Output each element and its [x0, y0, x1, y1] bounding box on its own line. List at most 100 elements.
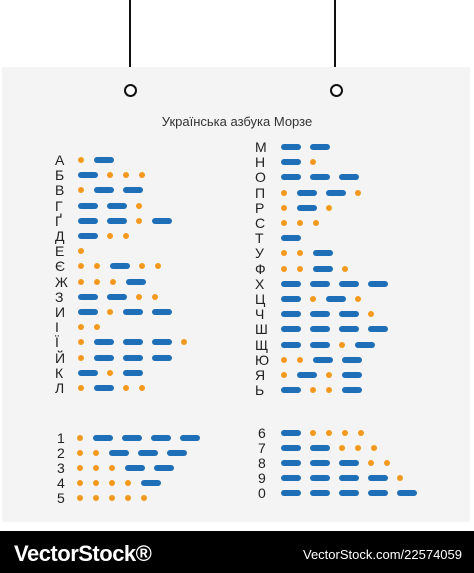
morse-dash [107, 293, 127, 300]
morse-dot [78, 278, 84, 285]
morse-dash [107, 217, 127, 224]
morse-dash [123, 354, 143, 361]
morse-dot [371, 445, 377, 451]
morse-char: 6 [258, 425, 266, 441]
morse-dot [123, 172, 129, 179]
morse-dash [141, 480, 161, 486]
morse-char: П [255, 184, 266, 201]
morse-dot [297, 265, 303, 272]
morse-dash [368, 475, 388, 481]
morse-dash [397, 490, 417, 496]
morse-dash [339, 475, 359, 481]
morse-char: Ч [255, 306, 265, 323]
morse-dash [281, 159, 301, 166]
morse-dash [78, 202, 98, 209]
left-hanger-ring [124, 84, 137, 97]
morse-dot [93, 465, 99, 471]
morse-dot [125, 480, 131, 486]
morse-char: И [55, 304, 66, 320]
morse-char: Б [55, 167, 65, 184]
morse-dash [368, 490, 388, 496]
morse-dash [180, 435, 200, 441]
morse-dot [355, 189, 361, 196]
morse-dash [78, 217, 98, 224]
poster-board [2, 67, 470, 522]
right-hanger-ring [330, 84, 343, 97]
morse-dash [281, 326, 301, 333]
morse-char: 0 [258, 485, 266, 501]
morse-char: Я [255, 367, 266, 383]
morse-dot [78, 385, 84, 391]
morse-dot [109, 465, 115, 471]
morse-dash [78, 369, 98, 376]
morse-char: Ф [255, 260, 266, 277]
left-hanger-string [129, 0, 131, 85]
morse-dash [342, 356, 362, 363]
morse-dash [342, 387, 362, 394]
morse-dot [125, 495, 131, 501]
morse-dash [281, 490, 301, 496]
morse-dash [339, 490, 359, 496]
morse-dot [342, 430, 348, 436]
morse-dash [310, 326, 330, 333]
morse-dash [339, 460, 359, 466]
morse-dot [397, 475, 403, 481]
morse-dash [94, 339, 114, 346]
morse-dot [78, 324, 84, 331]
morse-dot [281, 372, 287, 378]
poster-title: Українська азбука Морзе [161, 114, 313, 129]
morse-char: Ш [255, 321, 268, 338]
morse-dash [297, 189, 317, 196]
morse-dot [107, 172, 113, 179]
morse-dot [77, 450, 83, 456]
morse-char: Й [55, 349, 66, 366]
morse-dash [109, 450, 129, 456]
morse-dash [152, 217, 172, 224]
morse-char: 9 [258, 470, 266, 486]
morse-dash [310, 475, 330, 481]
morse-char: 4 [57, 475, 65, 491]
morse-dash [281, 311, 301, 318]
morse-dash [138, 450, 158, 456]
morse-dash [281, 341, 301, 348]
right-hanger-string [334, 0, 336, 85]
morse-char: 8 [258, 455, 266, 471]
morse-dot [152, 293, 158, 300]
morse-dot [78, 339, 84, 346]
morse-char: К [55, 364, 64, 381]
morse-dot [181, 339, 187, 346]
morse-dash [310, 174, 330, 181]
morse-dash [281, 387, 301, 394]
morse-dash [152, 339, 172, 346]
morse-dot [78, 248, 84, 255]
morse-dash [342, 372, 362, 378]
morse-char: Ю [255, 351, 270, 368]
morse-dot [326, 372, 332, 378]
morse-dash [107, 202, 127, 209]
morse-dash [281, 475, 301, 481]
morse-dash [281, 235, 301, 242]
morse-dash [368, 280, 388, 287]
morse-char: Ц [255, 291, 266, 307]
morse-dash [281, 280, 301, 287]
morse-dot [310, 159, 316, 166]
morse-dash [151, 435, 171, 441]
morse-dash [310, 341, 330, 348]
morse-dot [281, 189, 287, 196]
morse-dot [281, 250, 287, 257]
morse-dot [78, 263, 84, 270]
morse-dot [310, 430, 316, 436]
morse-char: Р [255, 199, 265, 216]
morse-dash [123, 309, 143, 315]
morse-dot [368, 460, 374, 466]
morse-dash [125, 465, 145, 471]
morse-dash [78, 309, 98, 315]
morse-char: Ж [55, 273, 68, 290]
morse-char: З [55, 288, 64, 305]
morse-dot [297, 220, 303, 226]
morse-dash [313, 356, 333, 363]
morse-dash [339, 311, 359, 318]
morse-dot [110, 278, 116, 285]
morse-dash [281, 460, 301, 466]
morse-dash [281, 174, 301, 181]
